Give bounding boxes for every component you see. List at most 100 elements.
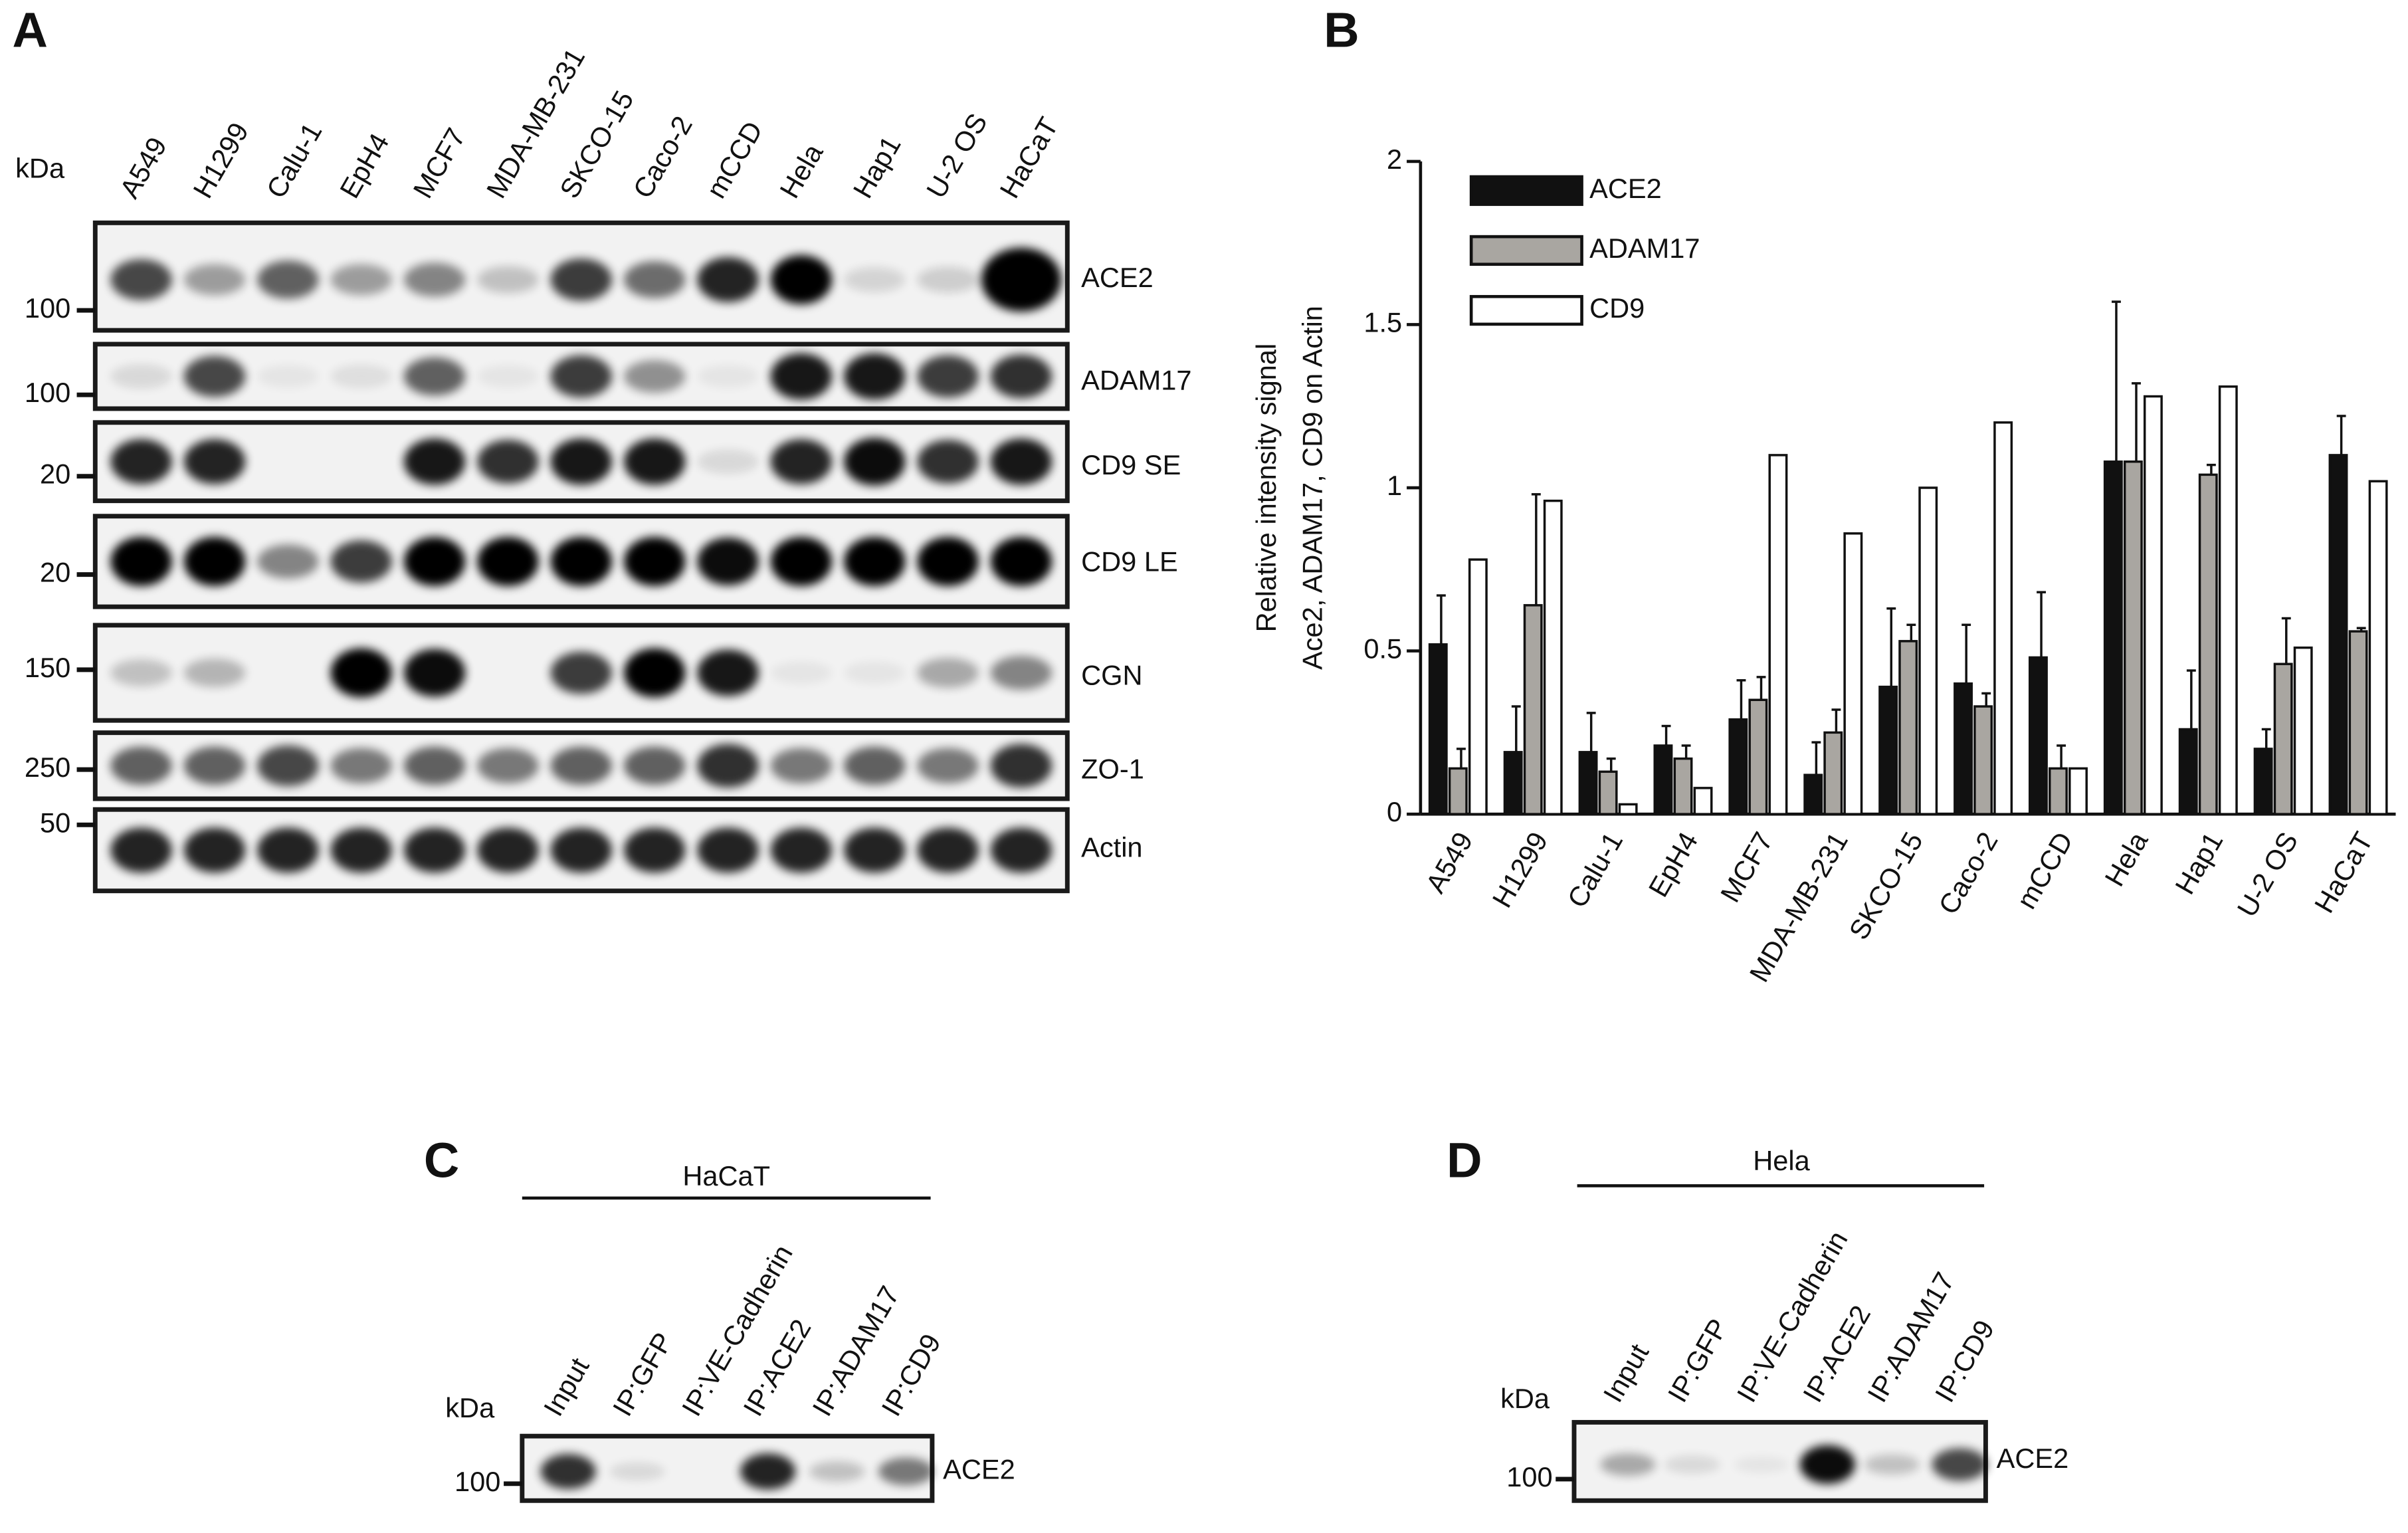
y-tick-label: 1 bbox=[1387, 470, 1402, 501]
blot-band bbox=[257, 365, 319, 388]
blot-band bbox=[403, 262, 466, 297]
blot-band bbox=[110, 659, 172, 686]
blot-band bbox=[740, 1453, 796, 1490]
blot-band bbox=[110, 536, 172, 586]
bar bbox=[1618, 803, 1638, 815]
blot-band bbox=[110, 439, 172, 484]
x-tick-label: HaCaT bbox=[2308, 827, 2379, 918]
bar bbox=[2273, 663, 2293, 815]
blot-band bbox=[330, 540, 392, 583]
x-tick-label: SKCO-15 bbox=[1843, 827, 1929, 945]
blot-band bbox=[878, 1457, 934, 1486]
blot-band bbox=[623, 536, 686, 586]
bar bbox=[1843, 532, 1863, 815]
bar bbox=[1673, 757, 1693, 815]
bar bbox=[1693, 787, 1713, 815]
row-label: CGN bbox=[1081, 659, 1142, 690]
blot-band bbox=[477, 439, 539, 484]
lane-label: EpH4 bbox=[334, 128, 395, 203]
blot-band bbox=[844, 661, 906, 684]
marker-label: 50 bbox=[40, 807, 70, 838]
marker-label: 100 bbox=[1506, 1461, 1552, 1492]
blot-band bbox=[917, 827, 979, 873]
blot-band bbox=[1600, 1453, 1656, 1477]
legend-label: ACE2 bbox=[1589, 173, 1662, 204]
blot-band bbox=[330, 748, 392, 783]
blot-band bbox=[403, 649, 466, 697]
blot-band bbox=[770, 353, 833, 400]
bar bbox=[1973, 705, 1993, 815]
blot-band bbox=[697, 449, 759, 474]
blot-band bbox=[477, 365, 539, 388]
target-label: ACE2 bbox=[1997, 1443, 2069, 1474]
bar bbox=[1598, 770, 1618, 815]
blot-band bbox=[183, 827, 246, 873]
blot-band bbox=[770, 536, 833, 586]
blot-band bbox=[183, 536, 246, 586]
blot-band bbox=[550, 258, 613, 301]
marker-label: 20 bbox=[40, 557, 70, 588]
marker-label: 100 bbox=[454, 1466, 500, 1497]
blot-band bbox=[257, 260, 319, 299]
blot-band bbox=[697, 744, 759, 788]
blot-band bbox=[990, 744, 1053, 788]
blot-band bbox=[917, 748, 979, 783]
blot-band bbox=[697, 827, 759, 873]
blot-band bbox=[770, 827, 833, 873]
lane-label: Hela bbox=[773, 138, 829, 203]
row-label: Actin bbox=[1081, 831, 1142, 863]
x-tick-label: MCF7 bbox=[1714, 827, 1779, 908]
blot-band bbox=[981, 247, 1062, 312]
bar bbox=[1954, 682, 1973, 815]
blot-band bbox=[183, 439, 246, 484]
x-tick-label: EpH4 bbox=[1642, 827, 1704, 902]
blot-band bbox=[844, 746, 906, 785]
cell-line: Hela bbox=[1753, 1145, 1810, 1176]
blot-band bbox=[550, 438, 613, 485]
blot-band bbox=[550, 827, 613, 873]
y-axis-label: Relative intensity signal bbox=[1251, 344, 1282, 633]
lane-label: mCCD bbox=[700, 116, 769, 203]
lane-label: H1299 bbox=[187, 117, 254, 203]
x-tick-label: Caco-2 bbox=[1932, 827, 2004, 920]
marker-label: 20 bbox=[40, 459, 70, 490]
blot-band bbox=[477, 748, 539, 783]
blot-band bbox=[623, 827, 686, 873]
x-tick-label: U-2 OS bbox=[2231, 827, 2304, 922]
blot-band bbox=[770, 748, 833, 783]
row-label: CD9 SE bbox=[1081, 449, 1181, 480]
blot-band bbox=[403, 827, 466, 873]
blot-band bbox=[110, 364, 172, 389]
lane-label: Calu-1 bbox=[260, 117, 328, 203]
blot-band bbox=[809, 1461, 865, 1482]
blot-band bbox=[550, 355, 613, 398]
blot-band bbox=[623, 648, 686, 698]
x-tick-label: H1299 bbox=[1486, 827, 1554, 913]
bar bbox=[1823, 731, 1843, 815]
blot-band bbox=[770, 439, 833, 484]
blot-band bbox=[990, 827, 1053, 873]
lane-label: Caco-2 bbox=[627, 110, 698, 203]
bar bbox=[2143, 395, 2163, 815]
bar bbox=[1543, 499, 1563, 815]
blot-band bbox=[990, 354, 1053, 399]
bar bbox=[1728, 718, 1748, 815]
marker-label: 150 bbox=[25, 652, 70, 683]
blot-band bbox=[477, 827, 539, 873]
blot-band bbox=[330, 648, 392, 698]
panel-label: A bbox=[12, 3, 47, 58]
kda-label: kDa bbox=[15, 153, 65, 184]
blot-band bbox=[110, 259, 172, 300]
bar bbox=[1748, 698, 1768, 815]
blot-band bbox=[110, 746, 172, 785]
bar bbox=[1918, 486, 1938, 815]
blot-band bbox=[330, 264, 392, 296]
bar bbox=[1468, 558, 1488, 815]
bar bbox=[2368, 480, 2388, 815]
blot-band bbox=[697, 649, 759, 696]
blot-band bbox=[697, 538, 759, 585]
row-label: ACE2 bbox=[1081, 262, 1154, 293]
bar bbox=[1448, 767, 1468, 815]
blot-band bbox=[844, 437, 906, 486]
bar bbox=[2348, 630, 2368, 815]
